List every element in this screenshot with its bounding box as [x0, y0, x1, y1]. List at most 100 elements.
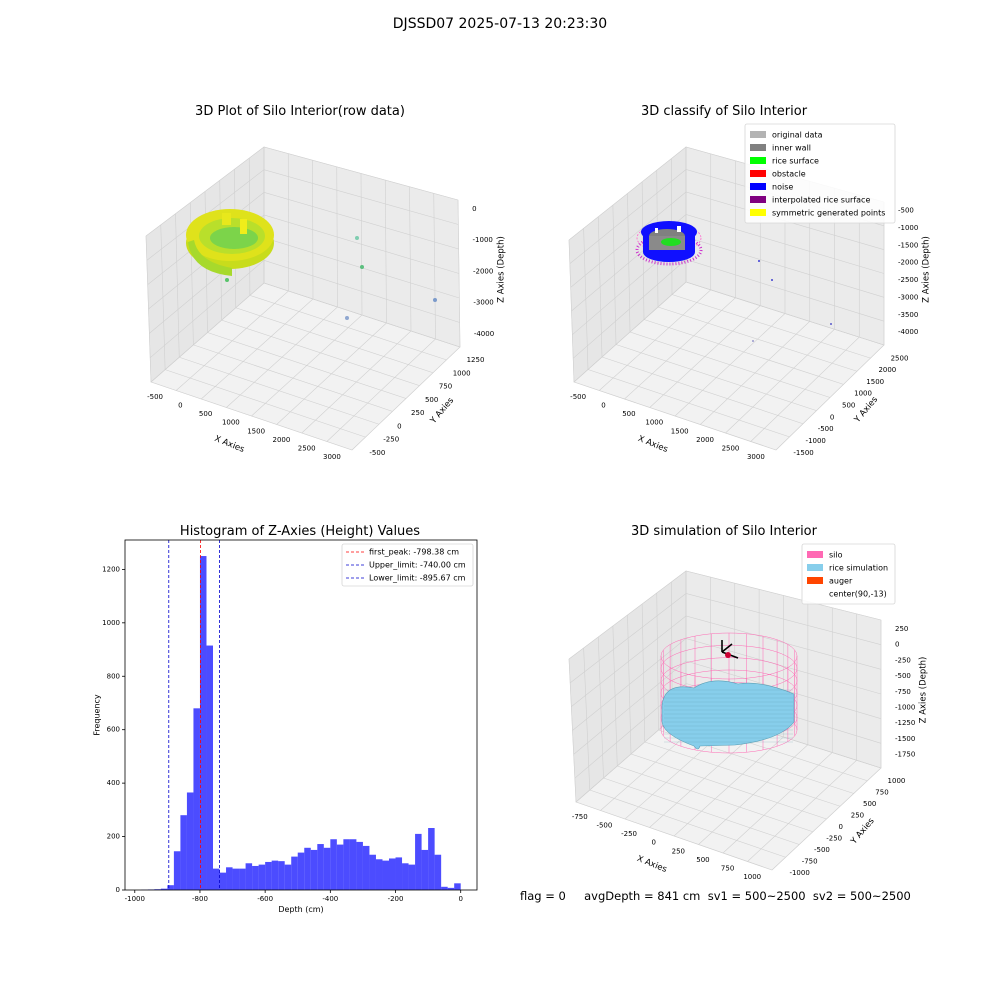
histogram-plot-area — [125, 540, 477, 890]
panel1-outlier-point — [345, 316, 349, 320]
histogram-legend-frame — [341, 543, 474, 587]
panel1-grid-y — [235, 307, 434, 374]
histogram-bar — [252, 865, 259, 890]
panel1-grid-y — [179, 356, 380, 425]
histogram-x-tick-label: 0 — [458, 895, 462, 903]
histogram-bar — [330, 839, 337, 890]
panel4-y-axis-label: Y Axies — [849, 816, 877, 847]
histogram-bar — [180, 815, 187, 890]
panel2-legend-label: obstacle — [772, 170, 806, 179]
histogram-y-tick-label: 600 — [107, 726, 120, 734]
panel2-y-tick-label: -1500 — [793, 449, 813, 457]
panel4-x-tick-label: -750 — [572, 813, 588, 821]
panel1-outlier-point — [225, 278, 229, 282]
panel2-legend-frame — [744, 123, 896, 224]
panel2-z-tick-label: -3500 — [898, 311, 918, 319]
histogram-x-tick-label: -1000 — [125, 895, 145, 903]
histogram-bar — [154, 889, 161, 890]
histogram-bar — [193, 708, 200, 890]
panel2-z-tick-label: -500 — [898, 207, 914, 215]
panel2-legend-label: original data — [772, 131, 823, 140]
histogram-y-tick-label: 0 — [116, 886, 120, 894]
panel4-z-tick-label: 250 — [895, 625, 908, 633]
panel1-z-tick-label: -3000 — [473, 299, 493, 307]
panel2-z-tick-label: -2500 — [898, 276, 918, 284]
panel2-grid-y — [657, 306, 858, 372]
panel4-y-tick-label: 750 — [875, 789, 888, 797]
panel4-grid-y — [630, 753, 827, 820]
panel1-x-tick-label: 2000 — [272, 436, 290, 444]
histogram-x-tick-label: -200 — [388, 895, 404, 903]
histogram-bar — [349, 839, 357, 890]
panel1-axes-box — [145, 146, 461, 451]
histogram-bar — [362, 845, 370, 890]
histogram-bar — [271, 860, 279, 890]
panel2-y-axis-label: Y Axies — [852, 394, 880, 425]
panel2-legend-swatch — [750, 157, 766, 164]
histogram-legend: first_peak: -798.38 cm Upper_limit: -740.… — [341, 543, 474, 587]
panel1-x-axis-label: X Axies — [213, 434, 246, 455]
histogram-bar — [265, 861, 272, 890]
panel2-grid-y — [573, 381, 777, 451]
panel4-x-tick-label: -500 — [596, 822, 612, 830]
panel4-grid-z — [571, 615, 882, 707]
panel2-y-tick-label: 500 — [842, 402, 855, 410]
histogram-legend-label: Lower_limit: -895.67 cm — [369, 574, 466, 583]
panel2-grid-y — [601, 356, 804, 425]
panel4-grid-z — [573, 660, 882, 755]
panel1-y-tick-label: 250 — [411, 409, 424, 417]
panel4-y-tick-label: -250 — [826, 834, 842, 842]
panel1-wall-front — [188, 240, 232, 276]
panel4-x-tick-label: 250 — [672, 847, 685, 855]
panel4-silo-ring — [660, 632, 798, 680]
panel2-y-tick-label: 0 — [830, 413, 834, 421]
histogram-bar — [408, 864, 416, 890]
panel1-grid-y — [221, 319, 420, 386]
histogram-bar — [297, 852, 305, 890]
panel2-z-tick-label: -1500 — [898, 241, 918, 249]
panel2-y-tick-label: 1500 — [866, 378, 884, 386]
panel4-axes-box — [568, 570, 882, 871]
panel4-z-axis-label: Z Axies (Depth) — [919, 657, 929, 724]
panel2-legend-label: rice surface — [772, 157, 819, 166]
panel1-y-tick-label: 0 — [397, 422, 401, 430]
panel2-grid-y — [643, 319, 844, 385]
panel2-legend-label: symmetric generated points — [772, 209, 885, 218]
panel2-legend-swatch — [750, 170, 766, 177]
histogram-bar — [239, 868, 246, 890]
histogram-bar — [395, 857, 403, 890]
panel4-x-axis-label: X Axies — [635, 854, 668, 875]
histogram: -1000 -800 -600 -400 -200 0 0 200 400 600 800 1000 1… — [93, 539, 478, 914]
panel1-x-tick-label: 500 — [199, 410, 212, 418]
panel2-x-tick-label: 1500 — [671, 427, 689, 435]
histogram-y-tick-label: 1200 — [102, 565, 120, 573]
panel2-x-tick-label: 500 — [622, 410, 635, 418]
panel2-x-tick-label: 2000 — [696, 436, 714, 444]
histogram-y-tick-label: 800 — [107, 672, 120, 680]
panel4-x-tick-label: 1000 — [743, 873, 761, 881]
panel1-obstacle-b — [240, 219, 247, 234]
panel4-legend-label: silo — [829, 551, 843, 560]
panel4-y-tick-label: 0 — [839, 823, 843, 831]
histogram-bar — [402, 863, 409, 890]
panel2-z-tick-label: -4000 — [898, 328, 918, 336]
panel2-axes-box — [568, 146, 885, 451]
panel2-x-tick-label: 0 — [601, 402, 605, 410]
panel2-y-tick-label: -1000 — [806, 437, 826, 445]
panel1-obstacle-a — [222, 213, 231, 225]
panel2-legend: original data inner wall rice surface obsta… — [744, 123, 896, 224]
panel1-point-cloud — [186, 209, 437, 320]
panel2-gap-a — [677, 226, 681, 232]
panel1-grid-y — [165, 369, 366, 438]
panel4-grid-z — [572, 638, 882, 731]
histogram-bars — [141, 556, 461, 890]
panel4-z-tick-label: -1250 — [895, 719, 915, 727]
panel1-z-tick-label: 0 — [472, 205, 476, 213]
histogram-y-axis-label: Frequency — [93, 694, 102, 736]
panel2-x-tick-label: -500 — [570, 393, 586, 401]
panel1-outlier-point — [433, 298, 437, 302]
panel4-legend-swatch — [807, 577, 823, 584]
panel2-legend-label: inner wall — [772, 144, 811, 153]
panel1-grid-z — [147, 192, 459, 285]
